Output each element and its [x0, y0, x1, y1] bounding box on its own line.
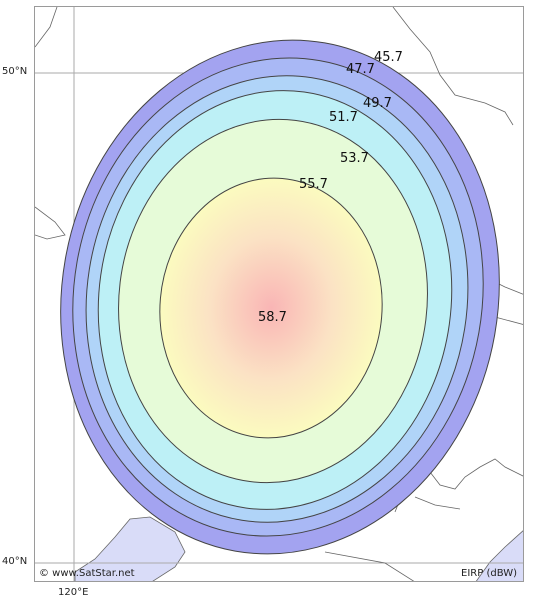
lat-label-50: 50°N — [2, 66, 28, 77]
map-canvas: 45.7 47.7 49.7 51.7 53.7 55.7 58.7 — [35, 7, 523, 581]
lat-label-40: 40°N — [2, 556, 28, 567]
contour-55-7 — [159, 177, 383, 439]
eirp-contours — [60, 39, 500, 555]
lon-label-120: 120°E — [58, 587, 89, 598]
contour-label-47-7: 47.7 — [346, 62, 375, 77]
contour-label-55-7: 55.7 — [299, 177, 328, 192]
legend-unit: EIRP (dBW) — [461, 568, 517, 579]
contour-label-49-7: 49.7 — [363, 96, 392, 111]
copyright-text: © www.SatStar.net — [39, 568, 135, 579]
contour-label-53-7: 53.7 — [340, 151, 369, 166]
peak-label: 58.7 — [258, 310, 287, 325]
sea-area-east — [475, 530, 523, 581]
coverage-map: 45.7 47.7 49.7 51.7 53.7 55.7 58.7 © www… — [34, 6, 524, 582]
contour-label-45-7: 45.7 — [374, 50, 403, 65]
contour-label-51-7: 51.7 — [329, 110, 358, 125]
